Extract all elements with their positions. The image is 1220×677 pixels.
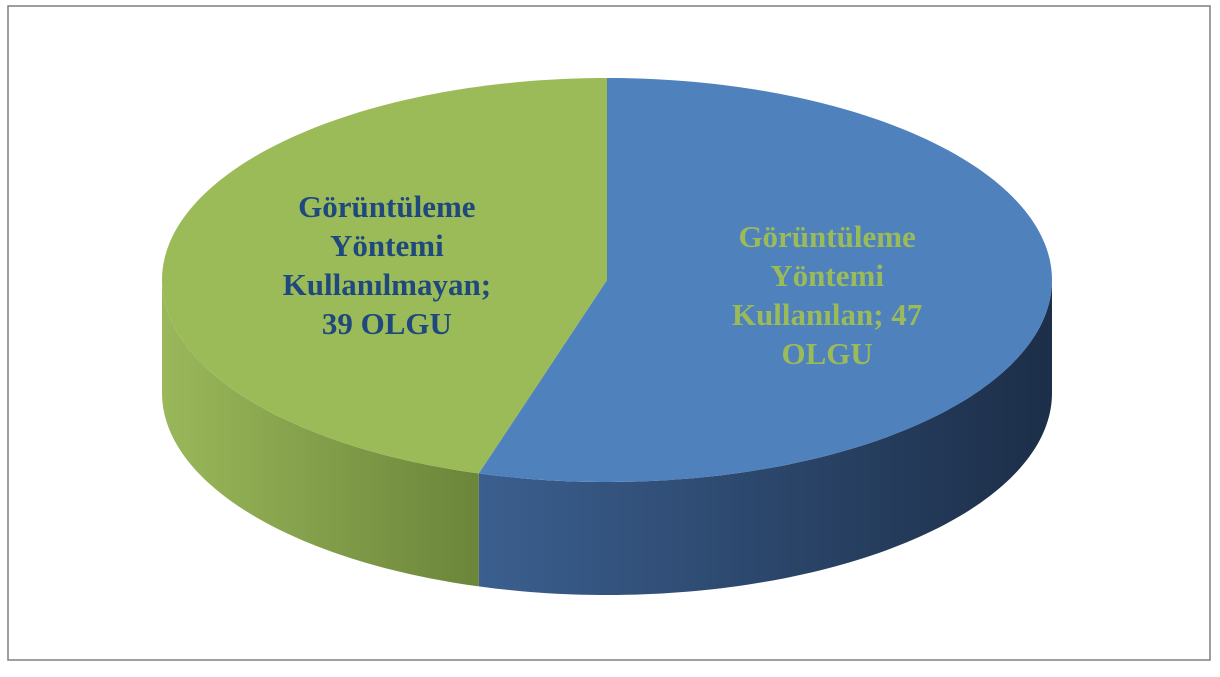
slice (478, 78, 1052, 595)
frame (7, 5, 1211, 661)
slice-top (162, 78, 608, 474)
data-label: Görüntüleme Yöntemi Kullanılmayan; 39 OL… (282, 189, 492, 342)
slice-top (478, 78, 1052, 482)
slice (162, 78, 608, 587)
slice-side (162, 280, 479, 587)
data-label: Görüntüleme Yöntemi Kullanılan; 47 OLGU (731, 218, 923, 371)
slice-side (478, 280, 1052, 595)
